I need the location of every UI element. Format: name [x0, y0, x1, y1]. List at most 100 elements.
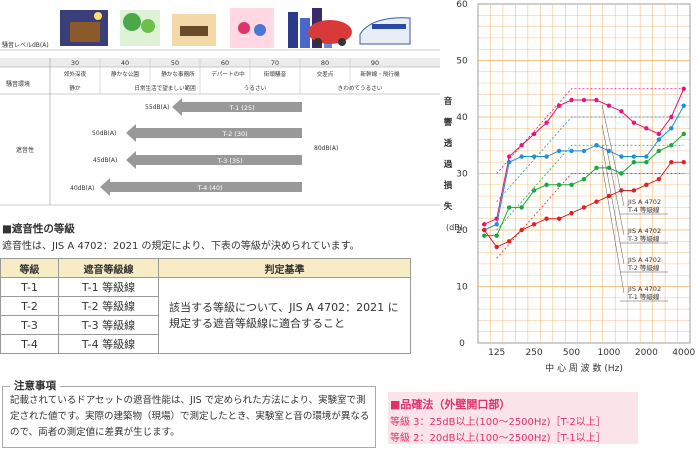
data-point [669, 126, 674, 131]
grade-line-label-name: T-4 等級線 [627, 205, 660, 214]
x-tick-label: 1000 [597, 348, 620, 358]
grade-line-label-std: JIS A 4702 [627, 227, 661, 235]
data-point [619, 188, 624, 193]
data-point [644, 160, 649, 165]
y-axis-label-char: 損 [444, 180, 453, 191]
car-crash-illustration [308, 20, 352, 46]
arrow-result: 40dB(A) [70, 185, 94, 192]
column-header-grade: 等級 [0, 258, 59, 278]
grade-section-heading: ■遮音性の等級 [2, 223, 75, 235]
data-point [519, 143, 524, 148]
arrow-result: 55dB(A) [145, 104, 169, 111]
data-point [581, 97, 587, 103]
x-tick-label: 250 [526, 348, 543, 358]
level-row-header: 騒音レベルdB(A) [2, 41, 49, 49]
column-header-line: 遮音等級線 [58, 258, 159, 278]
data-point [556, 103, 562, 108]
table-row: T-3 T-3 等級線 [0, 315, 411, 335]
y-tick-label: 0 [459, 339, 465, 349]
environment-labels: 郊外深夜 静かな公園 静かな事務所 デパートの中 街頭騒音 交差点 新幹線・飛行… [64, 70, 400, 78]
data-point [631, 160, 637, 165]
table-row: T-4 T-4 等級線 [0, 334, 411, 354]
level-tick: 30 [71, 59, 79, 67]
data-point [569, 182, 574, 187]
line-cell: T-4 等級線 [58, 334, 159, 354]
grade-table: 等級 遮音等級線 判定基準 T-1 T-1 等級線 該当する等級について、JIS… [0, 258, 411, 354]
impression-label: うるさい [244, 85, 267, 92]
data-point [556, 148, 562, 154]
source-level-label: 80dB(A) [314, 145, 338, 152]
notes-box [2, 386, 376, 448]
arrow-result: 45dB(A) [93, 157, 117, 164]
data-point [594, 165, 599, 171]
y-tick-label: 60 [456, 0, 468, 10]
level-tick: 90 [371, 59, 379, 67]
arrow-label: T-1 (25) [228, 104, 254, 112]
data-point [606, 103, 612, 108]
level-scale: 30 40 50 60 70 80 90 [71, 59, 379, 67]
data-point [506, 154, 512, 159]
data-point [506, 205, 512, 210]
y-tick-label: 10 [456, 283, 468, 293]
x-axis-label: 中 心 周 波 数 (Hz) [545, 362, 623, 374]
data-point [544, 120, 549, 125]
data-point [619, 154, 624, 159]
data-point [569, 210, 574, 216]
data-point [681, 131, 686, 137]
data-point [669, 160, 674, 165]
office-illustration [172, 14, 216, 46]
data-point [531, 222, 537, 227]
data-point [669, 114, 674, 120]
data-point [482, 222, 487, 227]
notes-title: 注意事項 [10, 378, 60, 393]
data-point [631, 188, 637, 193]
table-row: T-2 T-2 等級線 [0, 296, 411, 316]
grade-table-header: 等級 遮音等級線 判定基準 [0, 258, 411, 278]
grade-line-label-name: T-1 等級線 [627, 292, 660, 301]
data-point [581, 148, 587, 154]
attenuation-arrows: T-1 (25) 55dB(A) T-2 (30) 50dB(A) T-3 (3… [70, 98, 302, 196]
arrow-label: T-4 (40) [196, 184, 222, 192]
data-point [556, 216, 562, 221]
data-point [644, 182, 649, 187]
arrow-t1: T-1 (25) 55dB(A) [145, 98, 302, 116]
data-point [494, 244, 499, 250]
grade-label-leader [601, 124, 625, 236]
bullet-train-illustration [359, 17, 411, 45]
environment-label: 静かな公園 [111, 70, 139, 78]
y-axis-label-char: 失 [444, 201, 453, 212]
level-tick: 80 [321, 59, 329, 67]
x-tick-label: 500 [563, 348, 580, 358]
scene-illustrations [60, 8, 411, 48]
law-title: ■品確法（外壁開口部） [390, 398, 511, 411]
line-cell: T-3 等級線 [58, 315, 159, 335]
level-tick: 60 [221, 59, 229, 67]
data-point [494, 233, 499, 238]
sound-transmission-loss-chart: 0 10 20 30 40 50 60 125 250 500 1000 2000 4000 音響透過損失… [443, 0, 696, 374]
data-point [531, 188, 537, 193]
impression-label: きわめてうるさい [338, 85, 383, 92]
criterion-cell: 該当する等級について、JIS A 4702：2021 に規定する遮音等級線に適合… [158, 277, 411, 354]
data-point [506, 160, 512, 165]
grade-line-label-name: T-2 等級線 [627, 263, 660, 272]
grade-line-label-name: T-3 等級線 [627, 234, 660, 243]
data-point [606, 193, 612, 199]
data-point [619, 109, 624, 114]
data-point [631, 120, 637, 125]
law-box-background [388, 392, 638, 444]
park-illustration [120, 10, 160, 46]
data-point [569, 148, 574, 154]
x-tick-label: 2000 [635, 348, 658, 358]
environment-label: 郊外深夜 [64, 70, 87, 78]
data-point [594, 97, 599, 103]
data-point [544, 154, 549, 159]
grade-label-leader [601, 164, 625, 294]
data-point [581, 205, 587, 210]
data-point [482, 233, 487, 238]
data-point [531, 154, 537, 159]
environment-row-header: 騒音環境 [6, 80, 30, 88]
environment-label: 街頭騒音 [264, 70, 287, 78]
data-point [644, 126, 649, 131]
arrow-label: T-3 (35) [216, 157, 242, 165]
data-point [594, 199, 599, 204]
